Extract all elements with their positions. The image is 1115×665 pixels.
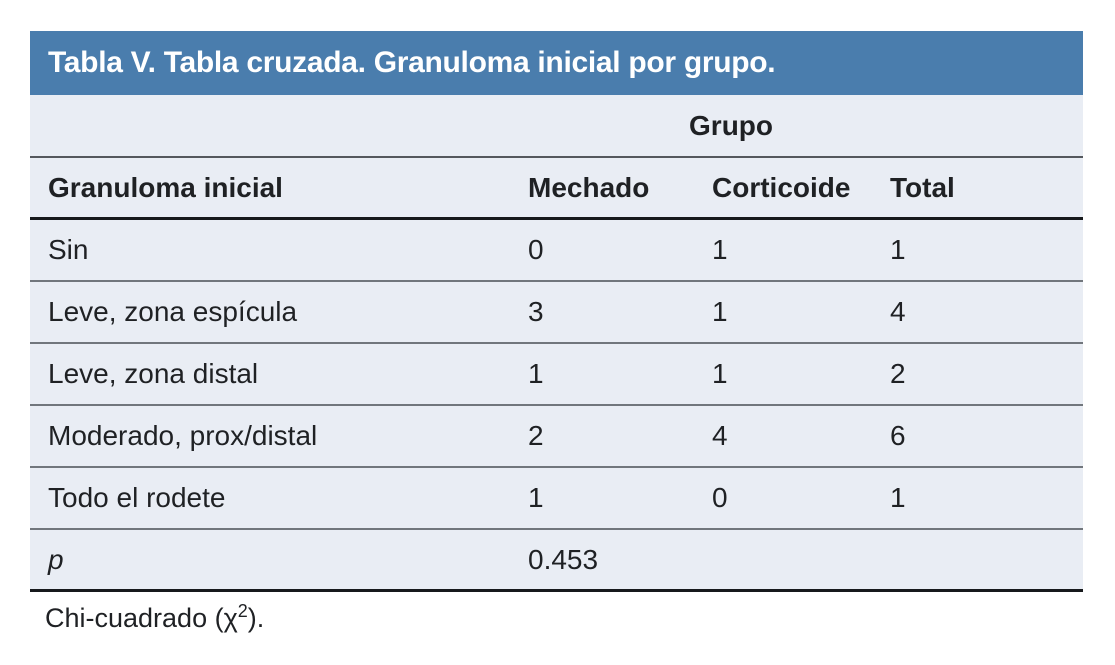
crosstab-table: Grupo Granuloma inicial Mechado Corticoi…	[30, 95, 1084, 592]
cell-mechado: 0	[513, 218, 692, 282]
column-header-total: Total	[871, 157, 1084, 220]
table-row: Moderado, prox/distal 2 4 6	[30, 405, 1084, 468]
cell-corticoide: 1	[692, 343, 871, 406]
cell-total: 1	[871, 218, 1084, 282]
table-row: Todo el rodete 1 0 1	[30, 467, 1084, 530]
cell-corticoide: 0	[692, 467, 871, 530]
cell-total: 4	[871, 281, 1084, 344]
empty-cell	[692, 529, 871, 592]
p-value-row: p 0.453	[30, 529, 1084, 592]
cell-mechado: 3	[513, 281, 692, 344]
column-header-label: Granuloma inicial	[30, 157, 513, 220]
table-title: Tabla V. Tabla cruzada. Granuloma inicia…	[48, 46, 776, 79]
row-label: Todo el rodete	[30, 467, 513, 530]
cell-total: 1	[871, 467, 1084, 530]
cell-corticoide: 1	[692, 218, 871, 282]
footnote-superscript: 2	[237, 601, 248, 621]
column-header-row: Granuloma inicial Mechado Corticoide Tot…	[30, 157, 1084, 220]
table-container: Tabla V. Tabla cruzada. Granuloma inicia…	[30, 31, 1084, 592]
column-header-mechado: Mechado	[513, 157, 692, 220]
group-header-spacer	[30, 95, 513, 158]
table-row: Sin 0 1 1	[30, 218, 1084, 282]
empty-cell	[871, 529, 1084, 592]
row-label: Sin	[30, 218, 513, 282]
group-header-cell: Grupo	[513, 95, 1084, 158]
p-value: 0.453	[513, 529, 692, 592]
cell-mechado: 1	[513, 467, 692, 530]
p-label: p	[30, 529, 513, 592]
table-footnote: Chi-cuadrado (χ2).	[45, 601, 265, 634]
column-header-corticoide: Corticoide	[692, 157, 871, 220]
table-row: Leve, zona espícula 3 1 4	[30, 281, 1084, 344]
row-label: Moderado, prox/distal	[30, 405, 513, 468]
cell-corticoide: 1	[692, 281, 871, 344]
table-title-bar: Tabla V. Tabla cruzada. Granuloma inicia…	[30, 31, 1083, 95]
table-row: Leve, zona distal 1 1 2	[30, 343, 1084, 406]
cell-mechado: 2	[513, 405, 692, 468]
cell-total: 6	[871, 405, 1084, 468]
footnote-text: Chi-cuadrado (χ	[45, 603, 238, 633]
group-header-row: Grupo	[30, 95, 1084, 158]
footnote-suffix: ).	[247, 603, 265, 633]
cell-corticoide: 4	[692, 405, 871, 468]
row-label: Leve, zona distal	[30, 343, 513, 406]
cell-mechado: 1	[513, 343, 692, 406]
cell-total: 2	[871, 343, 1084, 406]
row-label: Leve, zona espícula	[30, 281, 513, 344]
